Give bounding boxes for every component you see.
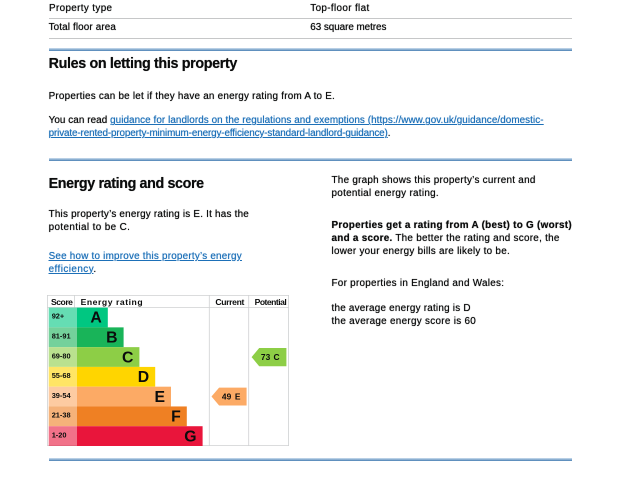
svg-text:G: G xyxy=(184,428,196,445)
svg-text:C: C xyxy=(122,349,133,366)
svg-text:D: D xyxy=(138,369,149,386)
svg-text:Energy rating: Energy rating xyxy=(81,297,144,307)
svg-text:E: E xyxy=(154,389,165,406)
svg-text:21-38: 21-38 xyxy=(52,411,71,420)
svg-text:Score: Score xyxy=(51,297,73,307)
svg-text:49: 49 xyxy=(222,392,232,402)
svg-text:55-68: 55-68 xyxy=(52,371,71,380)
svg-text:B: B xyxy=(106,330,117,347)
svg-text:F: F xyxy=(171,409,181,426)
svg-text:39-54: 39-54 xyxy=(52,391,72,400)
svg-text:A: A xyxy=(90,310,101,327)
svg-text:73: 73 xyxy=(261,352,271,362)
svg-text:92+: 92+ xyxy=(52,312,65,321)
svg-text:81-91: 81-91 xyxy=(52,332,71,341)
svg-text:Current: Current xyxy=(215,297,244,307)
svg-text:C: C xyxy=(273,352,279,362)
svg-text:69-80: 69-80 xyxy=(52,351,71,360)
svg-text:1-20: 1-20 xyxy=(52,430,67,439)
svg-text:E: E xyxy=(235,392,241,402)
svg-text:Potential: Potential xyxy=(255,297,287,307)
